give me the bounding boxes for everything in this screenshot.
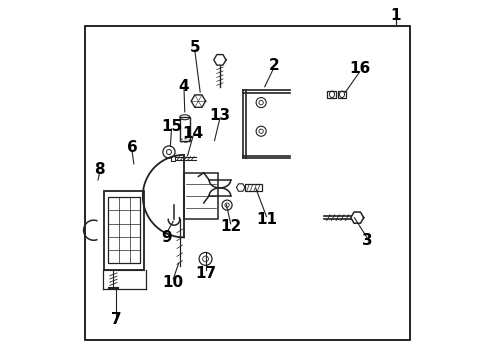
Bar (85, 26, 410, 339)
Bar (171, 156, 175, 161)
Text: 1: 1 (391, 8, 401, 23)
Text: 2: 2 (269, 58, 279, 73)
Text: 10: 10 (163, 275, 184, 290)
Bar (338, 91, 346, 98)
Text: 14: 14 (182, 126, 203, 141)
Bar (327, 91, 337, 98)
Bar (104, 191, 144, 270)
Text: 12: 12 (220, 219, 241, 234)
Text: 7: 7 (111, 312, 121, 327)
Text: 6: 6 (126, 140, 137, 155)
Text: 5: 5 (190, 40, 200, 55)
Text: 17: 17 (195, 266, 216, 281)
Bar (184, 173, 218, 220)
Text: 4: 4 (179, 79, 189, 94)
Text: 15: 15 (161, 119, 182, 134)
Bar (108, 197, 140, 263)
Text: 3: 3 (362, 234, 372, 248)
Bar (180, 117, 190, 140)
Text: 9: 9 (161, 230, 171, 245)
Text: 13: 13 (209, 108, 230, 123)
Text: 16: 16 (349, 61, 370, 76)
Bar (245, 184, 262, 191)
Text: 8: 8 (95, 162, 105, 177)
Text: 11: 11 (256, 212, 277, 227)
